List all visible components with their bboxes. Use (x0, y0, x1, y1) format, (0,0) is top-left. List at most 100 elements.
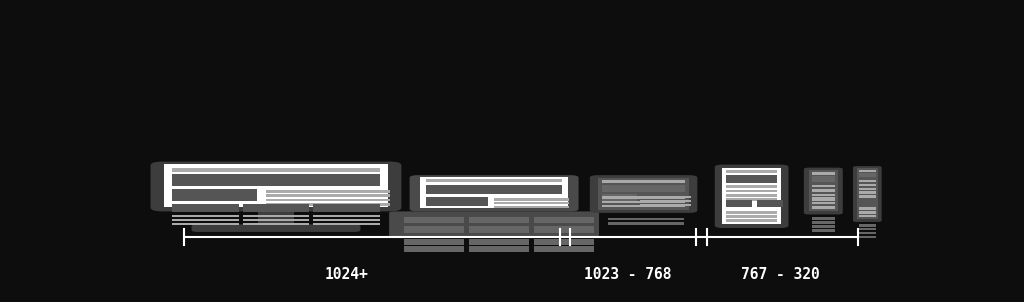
Bar (495, 202, 568, 204)
Bar (812, 176, 835, 182)
Bar (859, 195, 876, 198)
Text: 1024+: 1024+ (325, 267, 368, 282)
Bar (809, 170, 838, 211)
FancyBboxPatch shape (590, 175, 697, 213)
Bar (426, 185, 562, 194)
Bar (726, 211, 777, 214)
Bar (469, 246, 529, 252)
Bar (859, 215, 876, 217)
FancyBboxPatch shape (410, 175, 579, 211)
FancyBboxPatch shape (853, 166, 882, 222)
Bar (812, 185, 835, 187)
Bar (726, 170, 777, 173)
Bar (608, 218, 637, 220)
Bar (812, 225, 835, 228)
Bar (655, 222, 684, 225)
Bar (640, 200, 690, 202)
FancyBboxPatch shape (804, 168, 843, 214)
Bar (812, 194, 835, 196)
Bar (608, 222, 637, 225)
Bar (602, 201, 685, 203)
Bar (172, 215, 239, 217)
Bar (859, 228, 876, 230)
Bar (726, 198, 777, 201)
Bar (469, 217, 529, 223)
Bar (812, 189, 835, 192)
Bar (243, 204, 309, 212)
Bar (469, 226, 529, 233)
Bar (602, 205, 685, 207)
Text: 767 - 320: 767 - 320 (741, 267, 819, 282)
Bar (726, 200, 753, 207)
Bar (602, 196, 685, 199)
Bar (404, 239, 464, 245)
Bar (257, 211, 294, 226)
Bar (243, 219, 309, 221)
Bar (313, 215, 380, 217)
Bar (859, 224, 876, 226)
Text: 1023 - 768: 1023 - 768 (584, 267, 672, 282)
Bar (426, 197, 488, 206)
Bar (172, 168, 380, 172)
Bar (726, 215, 777, 218)
Bar (812, 221, 835, 224)
Bar (266, 190, 389, 193)
Bar (812, 206, 835, 209)
Bar (535, 239, 594, 245)
FancyBboxPatch shape (151, 162, 401, 211)
Bar (404, 217, 464, 223)
Bar (812, 198, 835, 201)
Bar (859, 180, 876, 182)
FancyBboxPatch shape (715, 165, 788, 228)
Bar (722, 168, 781, 224)
Bar (469, 239, 529, 245)
Bar (243, 223, 309, 225)
Bar (859, 207, 876, 210)
Bar (404, 226, 464, 233)
Bar (313, 223, 380, 225)
Bar (535, 226, 594, 233)
Bar (598, 178, 689, 210)
Bar (812, 217, 835, 220)
Bar (726, 194, 777, 197)
Bar (313, 204, 380, 212)
Bar (726, 185, 777, 188)
Bar (812, 202, 835, 204)
Bar (404, 246, 464, 252)
Bar (266, 199, 389, 201)
Bar (812, 229, 835, 232)
Bar (632, 218, 660, 220)
Bar (243, 215, 309, 217)
Bar (640, 196, 690, 198)
Bar (859, 191, 876, 194)
Bar (495, 198, 568, 201)
Bar (420, 177, 568, 208)
Bar (859, 173, 876, 177)
Bar (632, 222, 660, 225)
Bar (602, 180, 685, 183)
Bar (757, 200, 783, 207)
Bar (812, 197, 835, 200)
Bar (172, 223, 239, 225)
Bar (172, 174, 380, 186)
Bar (859, 170, 876, 172)
Bar (266, 203, 389, 206)
Bar (857, 168, 878, 219)
FancyBboxPatch shape (191, 224, 360, 232)
Bar (859, 188, 876, 190)
Bar (164, 164, 388, 207)
Bar (535, 246, 594, 252)
Bar (495, 206, 568, 208)
Bar (859, 184, 876, 186)
Bar (602, 185, 685, 192)
Bar (812, 172, 835, 175)
Bar (726, 175, 777, 183)
Bar (313, 219, 380, 221)
Bar (640, 204, 690, 206)
FancyBboxPatch shape (389, 211, 599, 237)
Bar (859, 236, 876, 238)
Bar (726, 190, 777, 192)
Bar (602, 194, 637, 203)
Bar (859, 232, 876, 234)
Bar (266, 194, 389, 197)
